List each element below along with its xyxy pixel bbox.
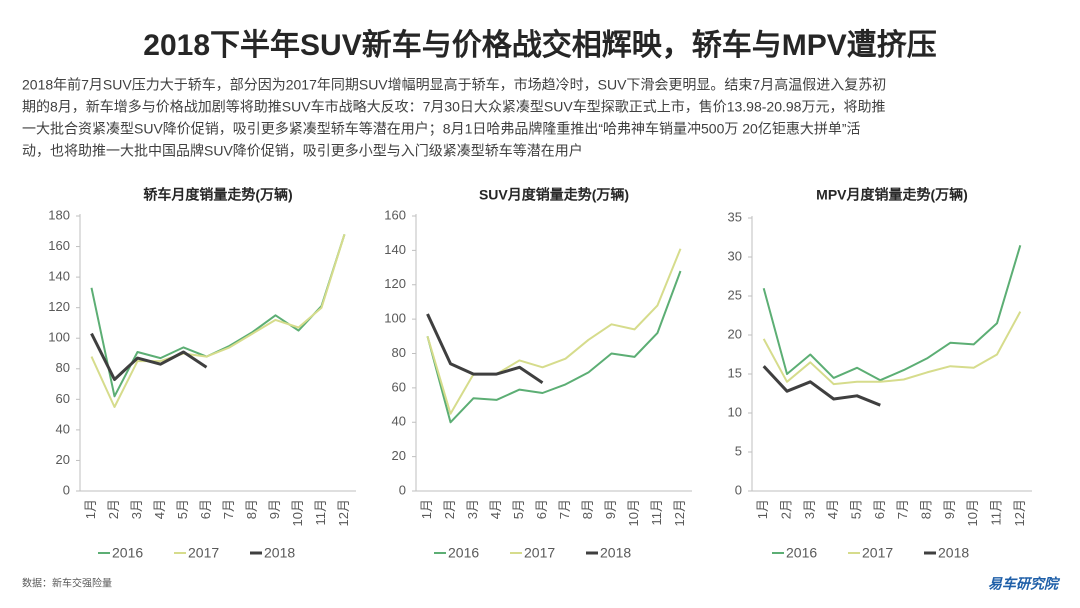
x-tick-label: 9月 [603, 499, 618, 519]
description-line: 动，也将助推一大批中国品牌SUV降价促销，吸引更多小型与入门级紧凑型轿车等潜在用… [22, 143, 583, 159]
description-line: 2018年前7月SUV压力大于轿车，部分因为2017年同期SUV增幅明显高于轿车… [22, 77, 886, 93]
x-tick-label: 6月 [198, 499, 213, 519]
x-tick-label: 3月 [465, 499, 480, 519]
x-tick-label: 2月 [778, 499, 793, 519]
x-tick-label: 12月 [672, 499, 687, 526]
y-tick-label: 140 [48, 269, 70, 284]
y-tick-label: 80 [56, 360, 70, 375]
legend-label: 2017 [524, 545, 555, 561]
y-tick-label: 25 [728, 287, 742, 302]
y-tick-label: 5 [735, 443, 742, 458]
x-tick-label: 1月 [419, 499, 434, 519]
y-tick-label: 30 [728, 248, 742, 263]
legend-label: 2017 [862, 545, 893, 561]
x-tick-label: 11月 [649, 499, 664, 526]
series-line [426, 313, 544, 384]
legend-label: 2017 [188, 545, 219, 561]
x-tick-label: 4月 [825, 499, 840, 519]
x-tick-label: 1月 [755, 499, 770, 519]
y-tick-label: 120 [384, 276, 406, 291]
x-tick-label: 2月 [442, 499, 457, 519]
y-tick-label: 60 [56, 391, 70, 406]
y-tick-label: 120 [48, 299, 70, 314]
x-tick-label: 2月 [106, 499, 121, 519]
x-tick-label: 5月 [511, 499, 526, 519]
x-tick-label: 6月 [534, 499, 549, 519]
x-tick-label: 8月 [244, 499, 259, 519]
x-tick-label: 8月 [580, 499, 595, 519]
x-tick-label: 6月 [872, 499, 887, 519]
series-line [90, 332, 208, 381]
legend-label: 2018 [264, 545, 295, 561]
legend-label: 2018 [600, 545, 631, 561]
x-tick-label: 3月 [129, 499, 144, 519]
y-tick-label: 40 [392, 414, 406, 429]
y-tick-label: 10 [728, 404, 742, 419]
y-tick-label: 60 [392, 379, 406, 394]
x-tick-label: 9月 [942, 499, 957, 519]
source-note: 数据：新车交强险量 [22, 577, 112, 590]
x-tick-label: 11月 [313, 499, 328, 526]
y-tick-label: 140 [384, 242, 406, 257]
x-tick-label: 4月 [488, 499, 503, 519]
y-tick-label: 40 [56, 421, 70, 436]
series-line [426, 248, 682, 415]
x-tick-label: 8月 [918, 499, 933, 519]
description-line: 一大批合资紧凑型SUV降价促销，吸引更多紧凑型轿车等潜在用户；8月1日哈弗品牌隆… [22, 121, 861, 138]
slide-title: 2018下半年SUV新车与价格战交相辉映，轿车与MPV遭挤压 [143, 28, 936, 62]
series-line [90, 233, 346, 398]
y-tick-label: 80 [392, 345, 406, 360]
y-tick-label: 100 [48, 330, 70, 345]
series-line [90, 234, 346, 408]
x-tick-label: 7月 [895, 499, 910, 519]
x-tick-label: 5月 [175, 499, 190, 519]
x-tick-label: 10月 [965, 499, 980, 526]
x-tick-label: 10月 [626, 499, 641, 526]
x-tick-label: 7月 [557, 499, 572, 519]
x-tick-label: 10月 [290, 499, 305, 526]
x-tick-label: 12月 [336, 499, 351, 526]
chart-title: SUV月度销量走势(万辆) [479, 187, 629, 203]
y-tick-label: 20 [392, 448, 406, 463]
y-tick-label: 100 [384, 311, 406, 326]
y-tick-label: 160 [384, 207, 406, 222]
logo: 易车研究院 [988, 576, 1061, 592]
legend-label: 2016 [112, 545, 143, 561]
x-tick-label: 12月 [1012, 499, 1027, 526]
legend-label: 2016 [448, 545, 479, 561]
y-tick-label: 0 [399, 482, 406, 497]
series-line [762, 311, 1022, 386]
y-tick-label: 20 [728, 326, 742, 341]
chart-title: 轿车月度销量走势(万辆) [143, 187, 292, 203]
y-tick-label: 0 [735, 482, 742, 497]
x-tick-label: 9月 [267, 499, 282, 519]
chart-title: MPV月度销量走势(万辆) [816, 187, 968, 203]
legend-label: 2016 [786, 545, 817, 561]
x-tick-label: 11月 [988, 499, 1003, 526]
x-tick-label: 4月 [152, 499, 167, 519]
x-tick-label: 5月 [848, 499, 863, 519]
x-tick-label: 3月 [802, 499, 817, 519]
y-tick-label: 160 [48, 238, 70, 253]
series-line [762, 365, 881, 407]
y-tick-label: 15 [728, 365, 742, 380]
legend-label: 2018 [938, 545, 969, 561]
y-tick-label: 180 [48, 207, 70, 222]
description-line: 期的8月，新车增多与价格战加剧等将助推SUV车市战略大反攻：7月30日大众紧凑型… [22, 99, 885, 115]
x-tick-label: 7月 [221, 499, 236, 519]
x-tick-label: 1月 [83, 499, 98, 519]
y-tick-label: 0 [63, 482, 70, 497]
y-tick-label: 35 [728, 209, 742, 224]
series-line [426, 270, 682, 424]
series-line [762, 245, 1022, 382]
y-tick-label: 20 [56, 452, 70, 467]
